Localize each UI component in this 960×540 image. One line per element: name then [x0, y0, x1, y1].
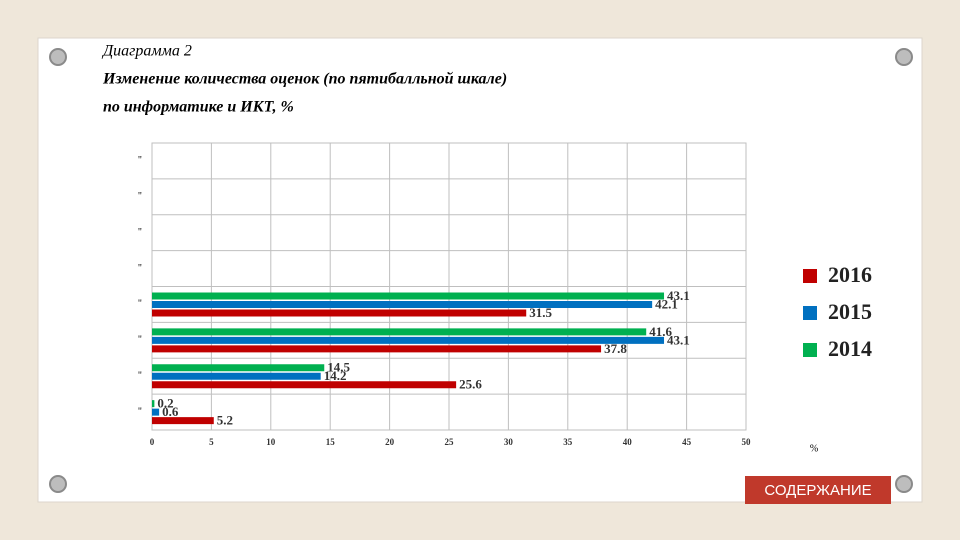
x-tick-label: 40: [623, 437, 633, 447]
data-label: 0.2: [157, 396, 173, 411]
bar: [152, 381, 457, 389]
x-tick-label: 45: [682, 437, 692, 447]
bar: [152, 292, 665, 300]
y-tick-label: ": [138, 155, 142, 166]
legend-label: 2015: [828, 299, 872, 324]
legend-label: 2014: [828, 336, 872, 361]
data-label: 43.1: [667, 288, 690, 303]
x-tick-label: 10: [266, 437, 276, 447]
bar: [152, 309, 527, 317]
x-tick-label: 30: [504, 437, 514, 447]
data-label: 31.5: [529, 305, 552, 320]
bar: [152, 345, 602, 353]
x-tick-label: 50: [742, 437, 752, 447]
y-tick-label: ": [138, 263, 142, 274]
y-tick-label: ": [138, 370, 142, 381]
y-tick-label: ": [138, 299, 142, 310]
x-tick-label: 25: [445, 437, 455, 447]
data-label: 14.5: [327, 360, 350, 375]
x-tick-label: 35: [563, 437, 573, 447]
x-axis-label: %: [810, 443, 818, 454]
data-label: 25.6: [459, 377, 482, 392]
card: [37, 37, 923, 503]
y-tick-label: ": [138, 406, 142, 417]
data-label: 0.6: [162, 404, 179, 419]
x-tick-label: 15: [326, 437, 336, 447]
header-line: Изменение количества оценок (по пятибалл…: [102, 71, 507, 88]
contents-button[interactable]: [745, 476, 891, 504]
contents-button-label[interactable]: СОДЕРЖАНИЕ: [764, 482, 871, 499]
bar: [152, 364, 325, 372]
bar: [152, 301, 653, 308]
bar: [152, 328, 647, 336]
data-label: 43.1: [667, 332, 690, 347]
legend-swatch: [803, 269, 817, 283]
x-tick-label: 5: [209, 437, 214, 447]
legend-swatch: [803, 343, 817, 357]
data-label: 14.2: [324, 368, 347, 383]
y-tick-label: ": [138, 335, 142, 346]
y-tick-label: ": [138, 227, 142, 238]
plot: 0 5 10 15 20 25 30 35 40 45 50 " 5.2 0.60.2 " 25.6 14.21…: [138, 143, 872, 454]
bar: [152, 408, 160, 416]
data-label: 42.1: [655, 296, 678, 311]
bar: [152, 372, 321, 380]
legend-swatch: [803, 306, 817, 320]
data-label: 37.8: [604, 341, 627, 356]
y-tick-label: ": [138, 191, 142, 202]
data-label: 5.2: [217, 413, 233, 428]
bar: [152, 400, 155, 408]
legend-label: 2016: [828, 262, 872, 287]
header-line: по информатике и ИКТ, %: [103, 99, 294, 116]
x-tick-label: 0: [150, 437, 155, 447]
bar: [152, 417, 214, 425]
header-line: Диаграмма 2: [101, 43, 192, 60]
x-tick-label: 20: [385, 437, 395, 447]
pins: [49, 48, 913, 493]
bar: [152, 336, 665, 344]
data-label: 41.6: [649, 324, 672, 339]
